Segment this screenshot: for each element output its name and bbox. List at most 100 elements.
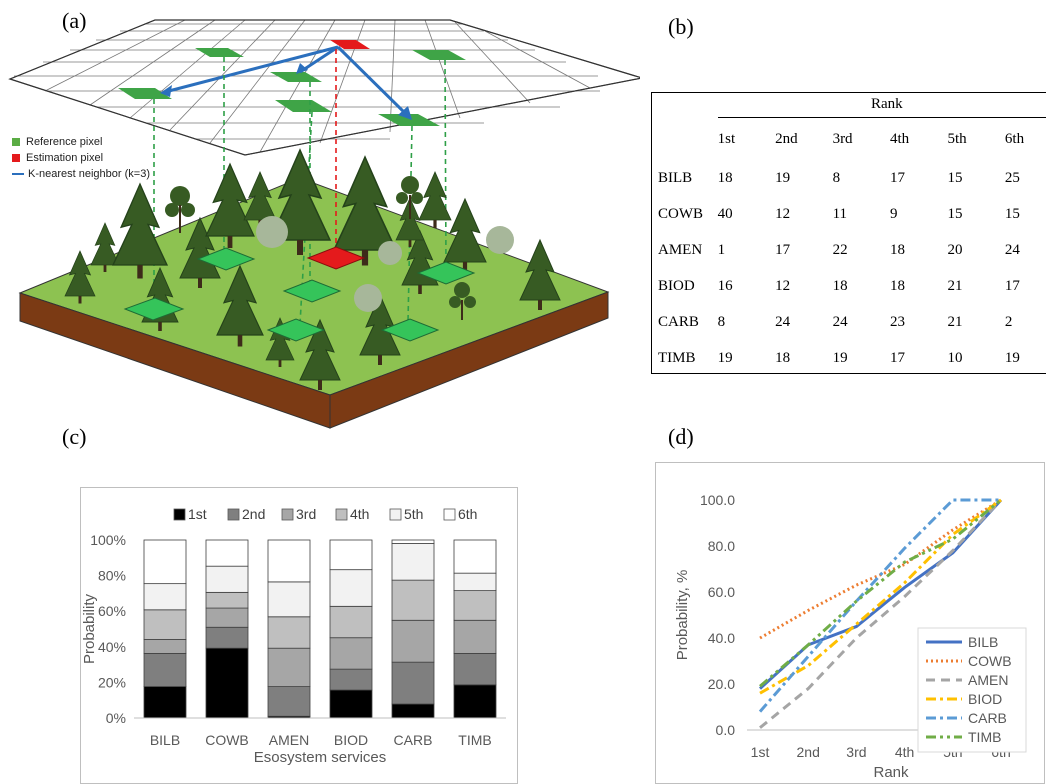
bar-segment	[391, 579, 435, 621]
reference-swatch-icon	[12, 138, 20, 146]
table-cell: 19	[1004, 349, 1020, 366]
panel-label-c: (c)	[62, 424, 87, 449]
table-cell: 11	[832, 205, 848, 222]
bar-segment	[143, 639, 187, 654]
table-cell: 22	[832, 241, 848, 258]
series-line	[759, 498, 1002, 640]
table-cell: 21	[947, 313, 963, 330]
ground-reference-pixel	[380, 318, 440, 342]
table-cell: 8	[832, 169, 841, 186]
bar-segment	[391, 539, 435, 544]
table-row-label: TIMB	[658, 349, 696, 366]
table-cell: 15	[947, 169, 963, 186]
legend-swatch	[281, 508, 294, 521]
legend-item-knn: K-nearest neighbor (k=3)	[12, 166, 150, 182]
knn-arrows	[164, 45, 410, 118]
ground-reference-pixel	[196, 247, 256, 271]
table-cell: 24	[775, 313, 791, 330]
table-row-label: BIOD	[658, 277, 695, 294]
bar-segment	[329, 668, 373, 691]
table-cell: 18	[890, 277, 906, 294]
bar-segment	[205, 647, 249, 719]
legend-label: 3rd	[296, 506, 316, 522]
table-cell: 16	[717, 277, 733, 294]
table-column-header: 2nd	[775, 130, 798, 147]
y-tick-label: 80.0	[708, 538, 735, 554]
bar-segment	[143, 539, 187, 585]
legend-label: Reference pixel	[26, 136, 103, 148]
legend-swatch	[443, 508, 456, 521]
series-line	[758, 498, 1001, 713]
bar-segment	[143, 653, 187, 687]
bar-segment	[329, 689, 373, 719]
table-cell: 15	[947, 205, 963, 222]
y-tick-label: 80%	[98, 568, 126, 584]
x-tick-label: BIOD	[334, 732, 368, 748]
table-cell: 20	[947, 241, 963, 258]
series-line	[759, 498, 1002, 695]
table-cell: 12	[775, 205, 791, 222]
table-cell: 17	[775, 241, 791, 258]
y-tick-label: 0%	[106, 710, 126, 726]
panel-label-a: (a)	[62, 8, 87, 33]
bar-segment	[453, 684, 497, 719]
table-row-label: BILB	[658, 169, 693, 186]
legend-label: 1st	[188, 506, 207, 522]
bar-segment	[329, 569, 373, 607]
legend-swatch	[173, 508, 186, 521]
y-tick-label: 40%	[98, 639, 126, 655]
x-tick-label: 2nd	[797, 744, 820, 760]
table-cell: 17	[890, 349, 906, 366]
y-tick-label: 20%	[98, 674, 126, 690]
bar-segment	[267, 539, 311, 583]
legend-swatch	[227, 508, 240, 521]
table-cell: 10	[947, 349, 963, 366]
reference-pixel	[412, 50, 466, 60]
table-cell: 18	[832, 277, 848, 294]
bar-segment	[205, 607, 249, 628]
reference-pixel	[275, 100, 332, 112]
bar-segment	[453, 590, 497, 621]
legend-label: 5th	[404, 506, 423, 522]
legend-item-estimation: Estimation pixel	[12, 150, 150, 166]
reference-pixel	[118, 88, 172, 99]
table-row: TIMB 19 18 19 17 10 19	[652, 340, 1046, 376]
y-tick-label: 40.0	[708, 630, 735, 646]
ground-estimation-pixel	[306, 246, 366, 270]
bar-segment	[267, 581, 311, 618]
pixel-grid	[8, 19, 640, 156]
x-axis-label: Esosystem services	[254, 749, 387, 766]
arrow-icon	[12, 173, 24, 175]
reference-pixel	[378, 114, 440, 126]
table-cell: 23	[890, 313, 906, 330]
legend-box	[917, 627, 1027, 753]
line-chart: 0.020.040.060.080.0100.01st2nd3rd4th5th6…	[674, 492, 1027, 781]
ground-reference-pixel	[123, 297, 185, 321]
table-cell: 15	[1004, 205, 1020, 222]
table-cell: 18	[717, 169, 733, 186]
bar-segment	[267, 647, 311, 687]
y-tick-label: 20.0	[708, 676, 735, 692]
estimation-pixel	[330, 40, 370, 49]
table-cell: 9	[890, 205, 898, 222]
rank-header: Rank	[870, 96, 903, 113]
ground-reference-pixel	[416, 261, 476, 285]
table-cell: 17	[890, 169, 906, 186]
table-cell: 17	[1004, 277, 1020, 294]
table-cell: 19	[775, 169, 791, 186]
bar-segment	[329, 539, 373, 571]
y-tick-label: 0.0	[716, 722, 736, 738]
table-column-header: 1st	[717, 130, 736, 147]
y-axis-label: Probability, %	[674, 570, 691, 661]
x-tick-label: TIMB	[458, 732, 491, 748]
x-tick-label: AMEN	[269, 732, 309, 748]
table-row: AMEN 1 17 22 18 20 24	[652, 232, 1046, 268]
bar-segment	[329, 637, 373, 670]
x-tick-label: 3rd	[846, 744, 866, 760]
legend-label: K-nearest neighbor (k=3)	[28, 168, 150, 180]
table-cell: 40	[717, 205, 733, 222]
x-tick-label: BILB	[150, 732, 180, 748]
table-row: CARB 8 24 24 23 21 2	[652, 304, 1046, 340]
series-line	[759, 498, 1003, 729]
legend-label: COWB	[968, 653, 1012, 669]
